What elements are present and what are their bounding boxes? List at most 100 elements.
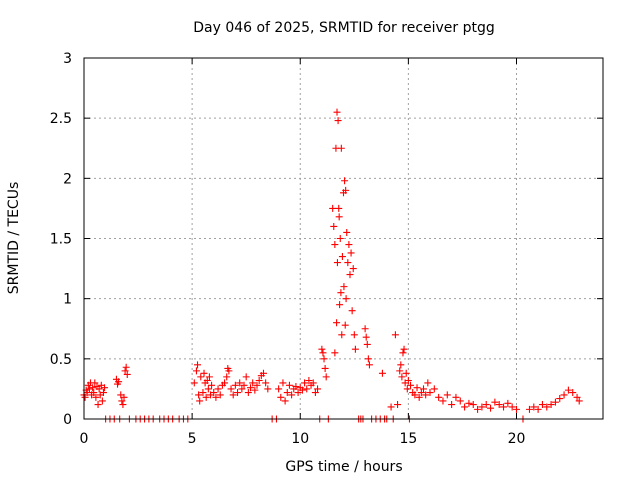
data-point: [365, 361, 373, 369]
data-point: [500, 403, 508, 411]
data-point: [203, 376, 211, 384]
data-point: [538, 401, 546, 409]
data-point: [91, 379, 99, 387]
data-point: [508, 403, 516, 411]
x-tick-label: 5: [188, 431, 197, 447]
data-point: [242, 373, 250, 381]
data-point: [349, 265, 357, 273]
data-point: [259, 369, 267, 377]
data-point: [474, 405, 482, 413]
data-point: [202, 393, 210, 401]
data-point: [333, 319, 341, 327]
data-point: [456, 397, 464, 405]
data-point: [422, 391, 430, 399]
data-point: [190, 379, 198, 387]
data-point: [333, 259, 341, 267]
data-point: [305, 376, 313, 384]
y-tick-label: 0: [63, 412, 72, 428]
data-point: [212, 393, 220, 401]
data-point: [556, 395, 564, 403]
data-points: [80, 108, 583, 423]
data-point: [98, 397, 106, 405]
data-point: [461, 403, 469, 411]
x-tick-label: 10: [291, 431, 309, 447]
data-point: [81, 393, 89, 401]
data-point: [344, 259, 352, 267]
data-point: [391, 331, 399, 339]
data-point: [196, 397, 204, 405]
data-point: [534, 405, 542, 413]
data-point: [311, 389, 319, 397]
data-point: [94, 401, 102, 409]
x-tick-label: 20: [508, 431, 526, 447]
data-point: [560, 391, 568, 399]
data-point: [283, 389, 291, 397]
data-point: [195, 391, 203, 399]
data-point: [229, 391, 237, 399]
data-point: [301, 379, 309, 387]
data-point: [200, 369, 208, 377]
data-point: [495, 401, 503, 409]
data-point: [277, 393, 285, 401]
data-point: [478, 403, 486, 411]
data-point: [397, 361, 405, 369]
data-point: [415, 393, 423, 401]
y-tick-label: 1: [63, 292, 72, 308]
data-point: [118, 397, 126, 405]
data-point: [285, 381, 293, 389]
data-point: [216, 391, 224, 399]
data-point: [338, 253, 346, 261]
data-point: [95, 385, 103, 393]
data-point: [275, 385, 283, 393]
data-point: [234, 389, 242, 397]
data-point: [345, 241, 353, 249]
y-axis-label: SRMTID / TECUs: [6, 182, 22, 295]
data-point: [335, 213, 343, 221]
data-point: [363, 340, 371, 348]
data-point: [92, 393, 100, 401]
data-point: [335, 204, 343, 212]
data-point: [530, 403, 538, 411]
data-point: [194, 361, 202, 369]
data-point: [262, 379, 270, 387]
data-point: [343, 228, 351, 236]
data-point: [347, 249, 355, 257]
data-point: [253, 381, 261, 389]
data-point: [413, 384, 421, 392]
data-point: [318, 345, 326, 353]
data-point: [197, 373, 205, 381]
data-point: [402, 369, 410, 377]
data-point: [336, 301, 344, 309]
data-point: [435, 393, 443, 401]
data-point: [249, 379, 257, 387]
data-point: [337, 144, 345, 152]
data-point: [404, 376, 412, 384]
data-point: [337, 289, 345, 297]
data-point: [417, 389, 425, 397]
data-point: [303, 385, 311, 393]
data-point: [121, 367, 129, 375]
data-point: [119, 401, 127, 409]
data-point: [225, 367, 233, 375]
data-point: [210, 389, 218, 397]
data-point: [192, 367, 200, 375]
x-tick-label: 0: [80, 431, 89, 447]
data-point: [350, 331, 358, 339]
data-point: [342, 186, 350, 194]
data-point: [90, 389, 98, 397]
chart-title: Day 046 of 2025, SRMTID for receiver ptg…: [193, 20, 495, 36]
data-point: [424, 379, 432, 387]
data-point: [340, 283, 348, 291]
data-point: [482, 401, 490, 409]
data-point: [309, 379, 317, 387]
data-point: [294, 389, 302, 397]
data-point: [279, 379, 287, 387]
tick-layer: 0 5 10 15 20 0 0.5 1 1.5 2 2.5 3: [50, 51, 603, 447]
data-point: [378, 369, 386, 377]
data-point: [255, 376, 263, 384]
data-point: [330, 222, 338, 230]
data-point: [411, 391, 419, 399]
data-point: [236, 379, 244, 387]
data-point: [364, 355, 372, 363]
